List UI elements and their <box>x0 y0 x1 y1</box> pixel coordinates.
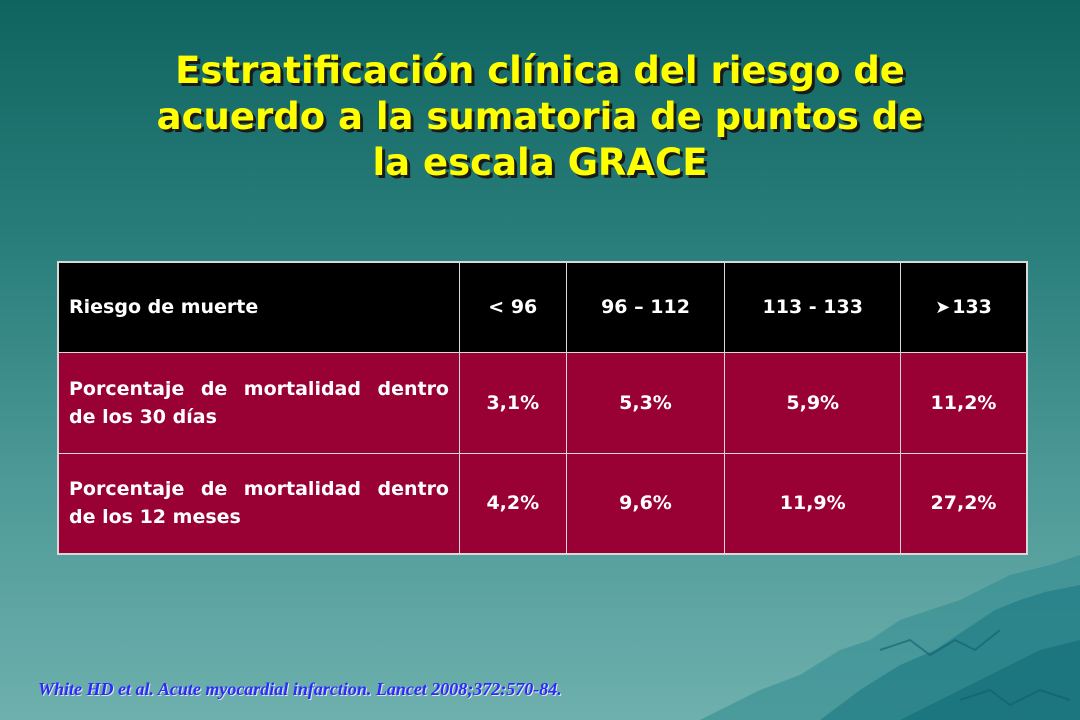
row-label-12-months: Porcentaje de mortalidad dentro de los 1… <box>57 452 460 555</box>
header-cell-96-112: 96 – 112 <box>565 261 726 353</box>
header-cell-gt-133: ➤ 133 <box>900 261 1028 353</box>
title-line-2: acuerdo a la sumatoria de puntos de <box>156 95 924 138</box>
table-cell: 3,1% <box>459 351 567 454</box>
table-header-row: Riesgo de muerte < 96 96 – 112 113 - 133… <box>57 261 1028 353</box>
table-cell: 11,2% <box>900 351 1028 454</box>
table-cell: 5,3% <box>565 351 726 454</box>
table-cell: 27,2% <box>900 452 1028 555</box>
table-row: Porcentaje de mortalidad dentro de los 1… <box>57 452 1028 555</box>
table-cell: 4,2% <box>459 452 567 555</box>
title-line-3: la escala GRACE <box>372 141 708 184</box>
title-line-1: Estratificación clínica del riesgo de <box>175 49 905 92</box>
greater-than-arrow-icon: ➤ <box>935 297 951 319</box>
table-cell: 5,9% <box>724 351 902 454</box>
table-row: Porcentaje de mortalidad dentro de los 3… <box>57 351 1028 454</box>
table-cell: 11,9% <box>724 452 902 555</box>
grace-risk-table: Riesgo de muerte < 96 96 – 112 113 - 133… <box>57 261 1028 555</box>
header-label-cell: Riesgo de muerte <box>57 261 460 353</box>
header-cell-113-133: 113 - 133 <box>724 261 902 353</box>
citation: White HD et al. Acute myocardial infarct… <box>38 679 562 699</box>
row-label-30-days: Porcentaje de mortalidad dentro de los 3… <box>57 351 460 454</box>
header-cell-gt-133-value: 133 <box>952 296 992 319</box>
slide-title: Estratificación clínica del riesgo de ac… <box>60 48 1020 186</box>
header-cell-lt-96: < 96 <box>459 261 567 353</box>
table-cell: 9,6% <box>565 452 726 555</box>
